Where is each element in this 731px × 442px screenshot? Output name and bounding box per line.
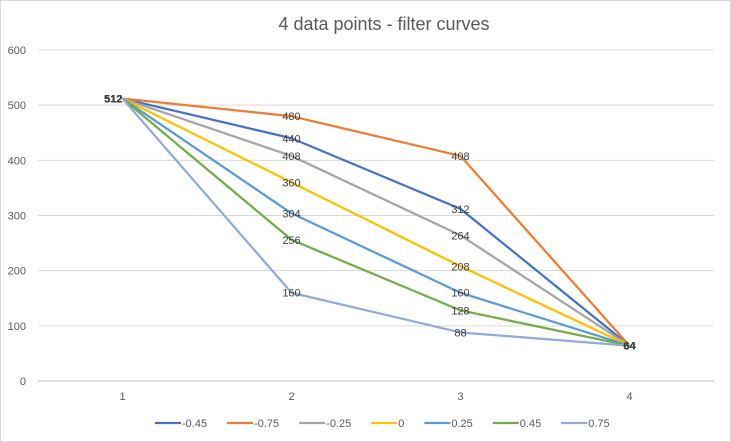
data-label: 512 [104, 94, 122, 106]
data-labels: 5124403126451248040864512408264645123602… [104, 94, 636, 353]
series-lines [121, 97, 631, 347]
data-label: 512 [104, 94, 122, 106]
data-label: 408 [282, 151, 300, 163]
y-tick-label: 500 [8, 100, 26, 112]
series-line-4 [121, 97, 630, 347]
data-label: 64 [623, 341, 636, 353]
x-tick-label: 1 [119, 391, 125, 403]
data-label: 440 [282, 133, 300, 145]
y-tick-label: 100 [8, 321, 26, 333]
x-tick-label: 3 [457, 391, 463, 403]
data-label: 512 [104, 94, 122, 106]
x-tick-label: 2 [288, 391, 294, 403]
data-label: 64 [623, 341, 636, 353]
data-label: 160 [282, 288, 300, 300]
legend-label: 0 [398, 418, 404, 430]
data-label: 64 [623, 341, 636, 353]
chart-title: 4 data points - filter curves [278, 14, 489, 34]
y-tick-label: 600 [8, 45, 26, 57]
legend-label: 0.45 [520, 418, 541, 430]
data-label: 264 [451, 230, 469, 242]
y-tick-label: 0 [20, 376, 26, 388]
gridlines [38, 49, 714, 382]
data-label: 480 [282, 111, 300, 123]
series-line-3 [121, 97, 630, 347]
x-axis: 1 2 3 4 [119, 391, 632, 403]
y-axis: 0 100 200 300 400 500 600 [8, 45, 26, 388]
series-line-6 [121, 97, 630, 347]
data-label: 408 [451, 151, 469, 163]
series-line-2 [122, 97, 631, 347]
y-tick-label: 300 [8, 211, 26, 223]
series-line-0 [122, 97, 631, 347]
legend: -0.45 -0.75 -0.25 0 0.25 0.45 0.75 [155, 418, 610, 430]
legend-label: -0.25 [326, 418, 351, 430]
y-tick-label: 200 [8, 266, 26, 278]
data-label: 64 [623, 341, 636, 353]
data-label: 512 [104, 94, 122, 106]
legend-label: 0.75 [588, 418, 609, 430]
data-label: 64 [623, 341, 636, 353]
data-label: 208 [451, 261, 469, 273]
series-line-1 [122, 97, 631, 347]
data-label: 64 [623, 341, 636, 353]
data-label: 512 [104, 94, 122, 106]
data-label: 512 [104, 94, 122, 106]
data-label: 64 [623, 341, 636, 353]
legend-label: 0.25 [451, 418, 472, 430]
data-label: 312 [451, 204, 469, 216]
data-label: 88 [454, 327, 466, 339]
legend-label: -0.45 [182, 418, 207, 430]
data-label: 360 [282, 177, 300, 189]
series-line-5 [121, 97, 630, 347]
data-label: 304 [282, 208, 300, 220]
data-label: 512 [104, 94, 122, 106]
data-label: 128 [451, 305, 469, 317]
data-label: 256 [282, 235, 300, 247]
y-tick-label: 400 [8, 155, 26, 167]
data-label: 160 [451, 288, 469, 300]
legend-label: -0.75 [254, 418, 279, 430]
x-tick-label: 4 [626, 391, 632, 403]
